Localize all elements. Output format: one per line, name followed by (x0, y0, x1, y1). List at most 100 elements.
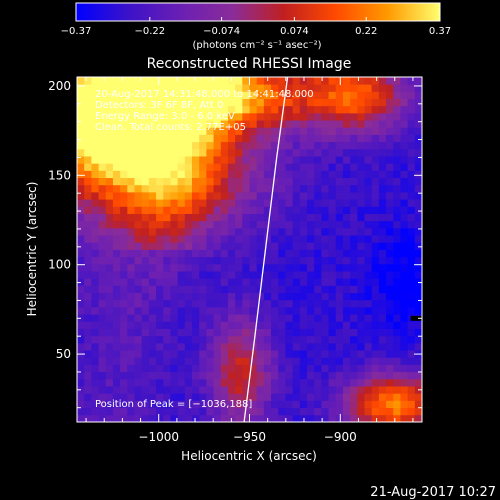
heatmap-cell (256, 105, 265, 114)
heatmap-cell (342, 235, 351, 243)
heatmap-cell (192, 386, 200, 394)
heatmap-cell (328, 335, 337, 344)
heatmap-cell (393, 307, 401, 315)
heatmap-cell (335, 134, 344, 143)
heatmap-cell (314, 335, 322, 344)
heatmap-cell (414, 177, 422, 186)
heatmap-cell (249, 112, 258, 121)
heatmap-cell (156, 386, 164, 394)
heatmap-cell (77, 321, 85, 329)
heatmap-cell (134, 235, 143, 243)
heatmap-cell (127, 328, 135, 337)
heatmap-cell (127, 199, 135, 207)
heatmap-cell (378, 414, 387, 422)
heatmap-cell (400, 271, 409, 279)
heatmap-cell (299, 350, 308, 358)
colorbar: −0.37 −0.22 −0.074 0.074 0.22 0.37 (photons c… (61, 2, 451, 51)
heatmap-cell (321, 278, 329, 286)
heatmap-cell (249, 307, 258, 315)
heatmap-cell (278, 192, 286, 200)
heatmap-cell (112, 105, 121, 114)
heatmap-cell (393, 393, 401, 401)
heatmap-cell (307, 249, 315, 258)
heatmap-cell (105, 371, 114, 380)
heatmap-cell (235, 105, 243, 114)
heatmap-cell (335, 177, 344, 186)
heatmap-cell (163, 407, 171, 416)
heatmap-cell (342, 299, 351, 308)
heatmap-cell (278, 278, 286, 286)
heatmap-cell (105, 350, 114, 358)
heatmap-cell (263, 213, 272, 222)
heatmap-cell (177, 227, 186, 236)
heatmap-cell (184, 285, 193, 294)
heatmap-cell (249, 285, 258, 294)
heatmap-cell (199, 249, 207, 258)
heatmap-cell (321, 335, 329, 344)
heatmap-cell (271, 335, 279, 344)
heatmap-cell (400, 342, 409, 351)
heatmap-cell (163, 256, 171, 265)
heatmap-cell (163, 400, 171, 409)
heatmap-cell (299, 263, 308, 272)
heatmap-cell (263, 127, 272, 135)
heatmap-cell (156, 112, 164, 121)
heatmap-cell (148, 357, 157, 365)
heatmap-cell (91, 156, 99, 164)
heatmap-cell (285, 84, 294, 92)
heatmap-cell (192, 112, 200, 121)
heatmap-cell (271, 127, 279, 135)
heatmap-cell (321, 148, 329, 157)
heatmap-cell (148, 199, 157, 207)
x-axis-label: Heliocentric X (arcsec) (181, 449, 317, 463)
heatmap-cell (371, 249, 380, 258)
heatmap-cell (98, 256, 107, 265)
heatmap-cell (393, 127, 401, 135)
heatmap-cell (371, 314, 380, 322)
heatmap-cell (105, 407, 114, 416)
heatmap-cell (77, 328, 85, 337)
heatmap-cell (386, 342, 394, 351)
heatmap-cell (285, 414, 294, 422)
heatmap-cell (364, 177, 373, 186)
heatmap-cell (213, 263, 222, 272)
heatmap-cell (156, 98, 164, 107)
heatmap-cell (314, 235, 322, 243)
heatmap-cell (299, 177, 308, 186)
heatmap-cell (299, 148, 308, 157)
heatmap-cell (148, 393, 157, 401)
heatmap-cell (235, 378, 243, 387)
heatmap-cell (285, 371, 294, 380)
heatmap-cell (199, 235, 207, 243)
heatmap-cell (184, 242, 193, 250)
heatmap-cell (371, 364, 380, 373)
heatmap-cell (127, 163, 135, 171)
heatmap-cell (112, 220, 121, 229)
heatmap-cell (414, 105, 422, 114)
heatmap-cell (220, 342, 229, 351)
heatmap-cell (84, 120, 92, 128)
heatmap-cell (184, 227, 193, 236)
heatmap-cell (91, 227, 99, 236)
heatmap-cell (414, 98, 422, 107)
heatmap-cell (378, 350, 387, 358)
heatmap-cell (393, 220, 401, 229)
heatmap-cell (307, 342, 315, 351)
heatmap-cell (271, 177, 279, 186)
heatmap-cell (127, 342, 135, 351)
heatmap-cell (263, 400, 272, 409)
heatmap-cell (120, 378, 128, 387)
heatmap-cell (321, 192, 329, 200)
heatmap-cell (285, 213, 294, 222)
heatmap-cell (393, 357, 401, 365)
heatmap-cell (98, 170, 107, 179)
heatmap-cell (386, 378, 394, 387)
heatmap-cell (378, 307, 387, 315)
heatmap-cell (335, 328, 344, 337)
heatmap-cell (206, 98, 214, 107)
heatmap-cell (213, 364, 222, 373)
heatmap-cell (163, 328, 171, 337)
heatmap-cell (127, 235, 135, 243)
heatmap-cell (134, 414, 143, 422)
heatmap-cell (342, 371, 351, 380)
